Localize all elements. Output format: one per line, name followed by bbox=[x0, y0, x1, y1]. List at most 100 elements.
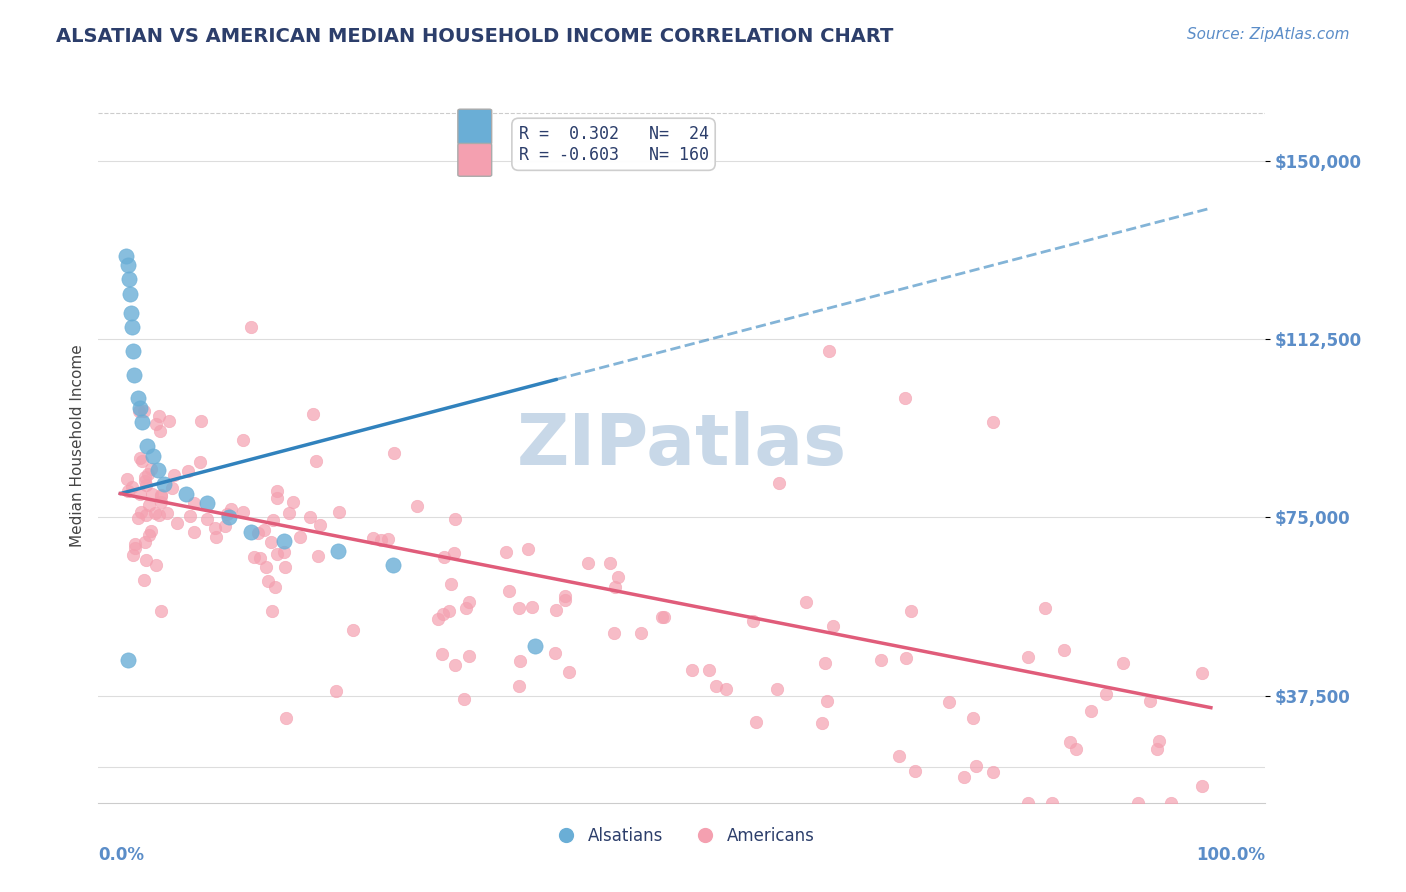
Point bbox=[522, 599, 544, 614]
Point bbox=[962, 711, 984, 725]
Text: 0.0%: 0.0% bbox=[98, 846, 145, 863]
Point bbox=[240, 524, 263, 539]
Point bbox=[156, 506, 179, 520]
Point bbox=[128, 404, 150, 418]
Point bbox=[381, 558, 404, 572]
Point bbox=[163, 467, 186, 482]
Point bbox=[495, 545, 517, 559]
Point bbox=[117, 258, 139, 272]
Point bbox=[1066, 742, 1088, 756]
Point bbox=[651, 610, 673, 624]
Point bbox=[138, 498, 160, 512]
Point bbox=[498, 584, 520, 599]
Point bbox=[259, 535, 281, 549]
Point bbox=[122, 343, 145, 358]
Point bbox=[232, 433, 254, 447]
Point bbox=[814, 656, 837, 670]
Point bbox=[139, 462, 162, 476]
Point bbox=[965, 759, 987, 773]
Point bbox=[440, 577, 463, 591]
Point bbox=[204, 530, 226, 544]
Point bbox=[606, 570, 628, 584]
Point bbox=[128, 401, 150, 415]
Point bbox=[1149, 734, 1171, 748]
Point bbox=[135, 552, 157, 566]
Point bbox=[554, 589, 576, 603]
Point bbox=[179, 508, 201, 523]
Point bbox=[260, 604, 283, 618]
Point bbox=[129, 505, 152, 519]
Point bbox=[120, 306, 142, 320]
Point bbox=[288, 530, 311, 544]
Point bbox=[127, 511, 149, 525]
Point bbox=[118, 272, 141, 286]
Point bbox=[427, 612, 450, 626]
Point bbox=[121, 480, 143, 494]
Point bbox=[887, 748, 910, 763]
Point bbox=[361, 531, 384, 545]
Point bbox=[135, 478, 157, 492]
Y-axis label: Median Household Income: Median Household Income bbox=[69, 344, 84, 548]
Point bbox=[157, 414, 180, 428]
Point bbox=[1033, 601, 1056, 615]
Point bbox=[307, 549, 329, 564]
FancyBboxPatch shape bbox=[458, 109, 492, 145]
Point bbox=[308, 518, 330, 533]
Point bbox=[558, 665, 581, 679]
Point bbox=[1139, 694, 1161, 708]
Point bbox=[281, 495, 304, 509]
Point bbox=[253, 523, 276, 537]
Point bbox=[818, 343, 841, 358]
Point bbox=[149, 495, 172, 509]
Point bbox=[508, 600, 530, 615]
Point bbox=[652, 610, 675, 624]
Point bbox=[143, 506, 166, 520]
Point bbox=[134, 534, 156, 549]
Point bbox=[132, 404, 155, 418]
Point bbox=[149, 424, 172, 438]
Point bbox=[131, 454, 153, 468]
Point bbox=[716, 682, 738, 697]
Point bbox=[129, 451, 152, 466]
Point bbox=[266, 483, 288, 498]
Point bbox=[141, 486, 163, 500]
Point bbox=[1053, 643, 1076, 657]
Point bbox=[232, 505, 254, 519]
Point bbox=[453, 692, 475, 706]
Point bbox=[377, 533, 399, 547]
Point bbox=[681, 663, 703, 677]
Point bbox=[1059, 735, 1081, 749]
Point bbox=[128, 487, 150, 501]
Point bbox=[938, 694, 960, 708]
Point bbox=[121, 320, 143, 334]
Point bbox=[118, 286, 141, 301]
Point bbox=[433, 549, 456, 564]
Point bbox=[821, 619, 844, 633]
Point bbox=[1094, 687, 1116, 701]
Point bbox=[1126, 796, 1149, 810]
Point bbox=[215, 507, 238, 521]
Point bbox=[136, 439, 159, 453]
Point bbox=[523, 639, 546, 653]
Point bbox=[264, 580, 287, 594]
Point bbox=[149, 488, 172, 502]
Point bbox=[142, 449, 165, 463]
Text: ALSATIAN VS AMERICAN MEDIAN HOUSEHOLD INCOME CORRELATION CHART: ALSATIAN VS AMERICAN MEDIAN HOUSEHOLD IN… bbox=[56, 27, 894, 45]
Point bbox=[904, 764, 927, 778]
Point bbox=[546, 602, 568, 616]
Point bbox=[301, 407, 323, 421]
Point bbox=[138, 528, 160, 542]
Point bbox=[240, 320, 263, 334]
Point bbox=[276, 711, 298, 725]
Point bbox=[114, 249, 136, 263]
Text: ZIPatlas: ZIPatlas bbox=[517, 411, 846, 481]
Point bbox=[1040, 796, 1063, 810]
Point bbox=[1080, 704, 1102, 718]
Point bbox=[136, 467, 159, 482]
Point bbox=[697, 663, 720, 677]
Point bbox=[197, 496, 219, 510]
Text: R =  0.302   N=  24
R = -0.603   N= 160: R = 0.302 N= 24 R = -0.603 N= 160 bbox=[519, 125, 709, 163]
Point bbox=[894, 392, 917, 406]
Point bbox=[166, 516, 188, 530]
Point bbox=[160, 482, 183, 496]
